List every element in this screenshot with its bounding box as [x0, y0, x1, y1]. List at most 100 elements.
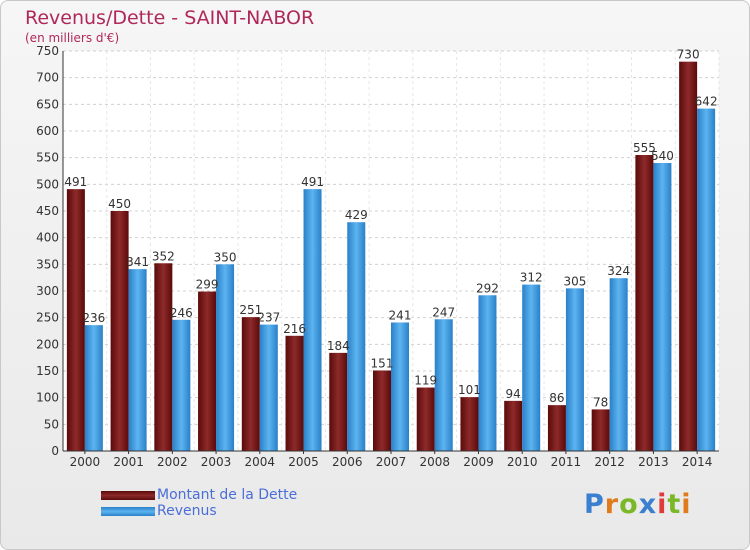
data-label: 730	[677, 48, 700, 62]
legend-label-revenus: Revenus	[157, 503, 217, 519]
bar-revenus	[259, 324, 278, 451]
bar-dette	[373, 370, 391, 451]
logo-letter: i	[681, 489, 692, 520]
y-tick-label: 50	[44, 417, 59, 431]
data-label: 101	[458, 383, 481, 397]
data-label: 491	[301, 175, 324, 189]
bar-dette	[154, 263, 173, 451]
data-label: 341	[126, 255, 149, 269]
bar-revenus	[391, 322, 409, 451]
bar-dette	[285, 335, 304, 451]
bar-revenus	[653, 163, 672, 451]
bar-revenus	[565, 288, 584, 451]
data-label: 246	[170, 306, 193, 320]
data-label: 86	[549, 391, 564, 405]
bar-revenus	[172, 319, 191, 451]
data-label: 450	[108, 197, 131, 211]
y-tick-label: 600	[36, 124, 59, 138]
y-tick-label: 450	[36, 204, 59, 218]
y-tick-label: 650	[36, 97, 59, 111]
bar-dette	[635, 155, 654, 451]
x-tick-label: 2002	[157, 455, 188, 469]
logo-letter: o	[619, 489, 639, 520]
y-tick-label: 400	[36, 231, 59, 245]
chart-subtitle: (en milliers d'€)	[25, 31, 120, 45]
bar-dette	[329, 352, 348, 451]
data-label: 247	[432, 305, 455, 319]
x-tick-label: 2006	[332, 455, 363, 469]
x-tick-label: 2005	[288, 455, 319, 469]
bar-dette	[591, 409, 610, 451]
y-tick-label: 750	[36, 44, 59, 58]
data-label: 352	[152, 249, 175, 263]
bar-dette	[460, 397, 479, 451]
chart-title: Revenus/Dette - SAINT-NABOR	[25, 7, 315, 29]
x-tick-label: 2003	[201, 455, 232, 469]
data-label: 184	[327, 339, 350, 353]
y-tick-label: 300	[36, 284, 59, 298]
data-label: 491	[64, 175, 87, 189]
y-tick-label: 100	[36, 391, 59, 405]
y-tick-label: 150	[36, 364, 59, 378]
x-tick-label: 2001	[113, 455, 144, 469]
legend: Montant de la Dette Revenus	[101, 487, 297, 519]
data-label: 429	[345, 208, 368, 222]
x-tick-label: 2011	[551, 455, 582, 469]
x-tick-label: 2010	[507, 455, 538, 469]
x-tick-label: 2007	[376, 455, 407, 469]
legend-swatch-revenus	[101, 506, 155, 516]
data-label: 241	[389, 308, 412, 322]
data-label: 324	[607, 264, 630, 278]
data-label: 642	[695, 95, 718, 109]
bar-revenus	[522, 284, 541, 451]
x-tick-label: 2009	[463, 455, 494, 469]
legend-swatch-debt	[101, 490, 155, 500]
bar-revenus	[478, 295, 497, 451]
logo-letter: r	[604, 489, 620, 520]
x-tick-label: 2004	[245, 455, 276, 469]
y-tick-label: 550	[36, 151, 59, 165]
logo-letter: i	[657, 489, 668, 520]
y-tick-label: 250	[36, 311, 59, 325]
bar-dette	[504, 400, 523, 451]
bar-dette	[679, 61, 698, 452]
bar-dette	[198, 291, 217, 451]
legend-item-revenus: Revenus	[101, 503, 297, 519]
bar-revenus	[216, 264, 235, 451]
data-label: 292	[476, 281, 499, 295]
legend-item-debt: Montant de la Dette	[101, 487, 297, 503]
data-label: 555	[633, 141, 656, 155]
proxiti-logo: Proxiti	[584, 489, 692, 520]
data-label: 305	[563, 274, 586, 288]
logo-letter: t	[667, 489, 682, 520]
x-tick-label: 2008	[419, 455, 450, 469]
data-label: 119	[414, 374, 437, 388]
data-label: 94	[506, 387, 521, 401]
bar-revenus	[434, 319, 453, 451]
y-tick-label: 350	[36, 257, 59, 271]
x-tick-label: 2013	[638, 455, 669, 469]
data-label: 236	[82, 311, 105, 325]
data-label: 350	[214, 250, 237, 264]
logo-letter: P	[584, 489, 605, 520]
x-tick-label: 2014	[682, 455, 713, 469]
y-tick-label: 0	[51, 444, 59, 458]
bar-revenus	[84, 325, 103, 451]
bar-revenus	[303, 189, 322, 451]
data-label: 151	[371, 356, 394, 370]
y-tick-label: 700	[36, 71, 59, 85]
data-label: 299	[196, 278, 219, 292]
data-label: 237	[257, 311, 280, 325]
data-label: 540	[651, 149, 674, 163]
x-tick-label: 2012	[594, 455, 625, 469]
data-label: 251	[239, 303, 262, 317]
bar-revenus	[609, 278, 628, 451]
bar-dette	[66, 189, 85, 451]
bar-dette	[110, 211, 129, 451]
bar-revenus	[347, 222, 366, 451]
logo-letter: x	[638, 489, 658, 520]
data-label: 312	[520, 271, 543, 285]
y-tick-label: 200	[36, 337, 59, 351]
